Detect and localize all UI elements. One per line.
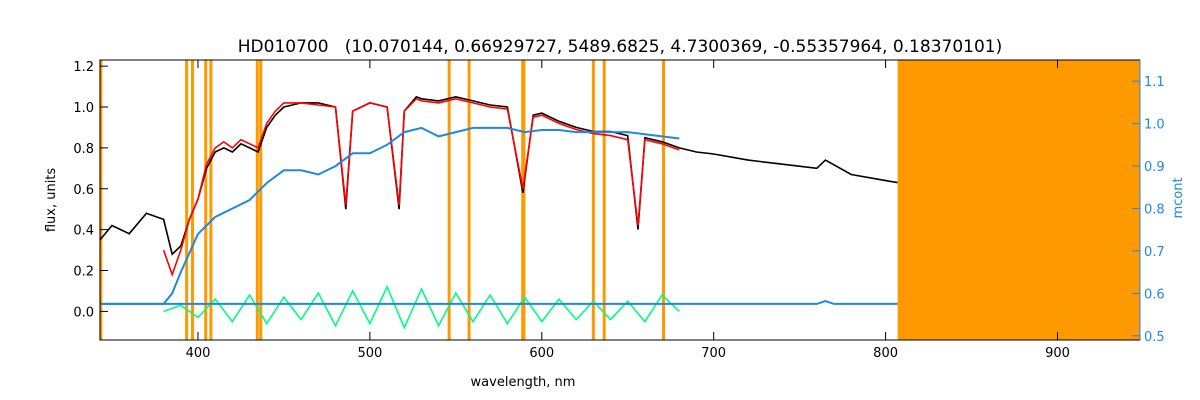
x-tick-label-400: 400 <box>186 346 211 361</box>
y2-tick-label-1.1: 1.1 <box>1144 75 1165 90</box>
y2-tick-label-0.9: 0.9 <box>1144 160 1165 175</box>
x-tick-label-800: 800 <box>873 346 898 361</box>
y2-tick-label-0.7: 0.7 <box>1144 245 1165 260</box>
x-tick-label-700: 700 <box>701 346 726 361</box>
y-tick-label-1.2: 1.2 <box>73 60 94 75</box>
y-tick-label-0.2: 0.2 <box>73 265 94 280</box>
x-tick-label-600: 600 <box>529 346 554 361</box>
x-tick-label-900: 900 <box>1045 346 1070 361</box>
y-tick-label-1: 1.0 <box>73 101 94 116</box>
y2-tick-label-0.6: 0.6 <box>1144 287 1165 302</box>
series-mcont-baseline <box>100 299 898 305</box>
masked-region <box>897 60 1140 340</box>
y2-tick-label-1: 1.0 <box>1144 118 1165 133</box>
y-tick-label-0.8: 0.8 <box>73 142 94 157</box>
y-axis-label: flux, units <box>44 168 59 233</box>
y2-tick-label-0.5: 0.5 <box>1144 330 1165 345</box>
y-tick-label-0: 0.0 <box>73 305 94 320</box>
x-tick-label-500: 500 <box>357 346 382 361</box>
series-observed <box>100 95 898 256</box>
series-mcont <box>100 126 680 305</box>
x-axis-label: wavelength, nm <box>471 375 576 390</box>
y-tick-label-0.6: 0.6 <box>73 183 94 198</box>
series-residual <box>163 284 680 330</box>
y2-tick-label-0.8: 0.8 <box>1144 202 1165 217</box>
plot-area: 400 500 600 700 800 900 0.0 0.2 0.4 0.6 0.8 1.0 1.2 0… <box>73 59 1165 361</box>
y-tick-label-0.4: 0.4 <box>73 224 94 239</box>
y2-axis-label: mcont <box>1171 177 1186 218</box>
chart-title: HD010700 (10.070144, 0.66929727, 5489.68… <box>238 37 1002 57</box>
series-model <box>162 97 680 278</box>
